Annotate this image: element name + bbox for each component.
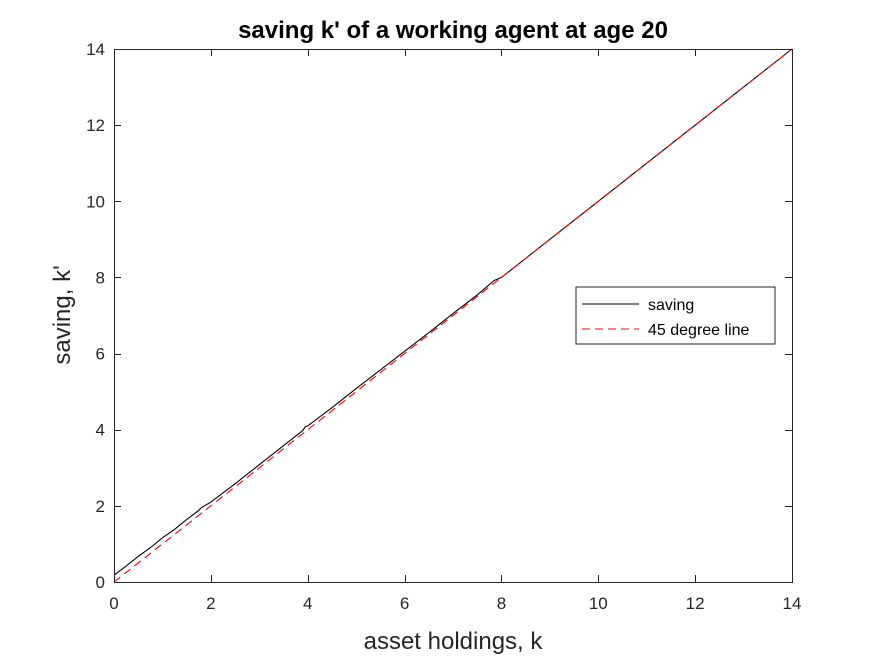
y-tick-label: 6 <box>96 345 105 364</box>
series-line-45-degree-line <box>113 48 793 583</box>
legend: saving 45 degree line <box>575 286 776 345</box>
x-tick-label: 12 <box>686 594 705 613</box>
y-tick-label: 14 <box>86 40 105 59</box>
y-tick-label: 8 <box>96 268 105 287</box>
x-tick-label: 0 <box>109 594 118 613</box>
y-axis-title: saving, k' <box>49 265 76 364</box>
series-line-saving <box>113 48 793 576</box>
x-tick-label: 10 <box>589 594 608 613</box>
x-tick-label: 2 <box>206 594 215 613</box>
axes-box <box>114 49 793 583</box>
y-tick-label: 10 <box>86 192 105 211</box>
y-tick-label: 12 <box>86 116 105 135</box>
legend-label-saving: saving <box>648 297 694 314</box>
ticks-layer: 0 2 4 6 8 10 12 14 0 2 4 6 8 10 12 14 <box>86 40 801 613</box>
x-tick-label: 6 <box>400 594 409 613</box>
chart-title: saving k' of a working agent at age 20 <box>238 17 668 44</box>
x-tick-label: 8 <box>497 594 506 613</box>
series-layer <box>113 48 793 583</box>
x-axis-title: asset holdings, k <box>364 628 544 655</box>
x-tick-label: 4 <box>303 594 312 613</box>
y-tick-label: 4 <box>96 421 105 440</box>
legend-box <box>575 286 776 345</box>
legend-label-45-degree-line: 45 degree line <box>648 322 750 339</box>
y-tick-label: 0 <box>96 573 105 592</box>
y-tick-label: 2 <box>96 497 105 516</box>
x-tick-label: 14 <box>783 594 802 613</box>
